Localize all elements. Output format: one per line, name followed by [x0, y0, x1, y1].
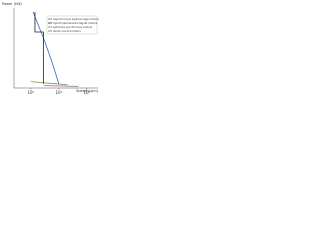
legend-label: asynchronous squirrel-cage motors — [53, 17, 99, 21]
y-axis-label: Power (kW) — [2, 2, 23, 6]
legend-box — [46, 15, 98, 35]
x-axis-label: Speed (rpm) — [76, 89, 99, 93]
series-line — [44, 85, 79, 87]
chart: Power (kW) Speed (rpm) 10³ 10⁴ 10⁵ asynchro… — [2, 2, 99, 95]
series-line — [34, 12, 44, 84]
legend-label: self-drive synchronous motors — [53, 25, 93, 29]
legend-label: hybrid permanent-magnet motors — [53, 21, 98, 25]
x-tick-label: 10⁴ — [56, 90, 63, 95]
series-line — [32, 11, 60, 85]
x-tick-label: 10³ — [28, 90, 35, 95]
legend-label: direct-current motors — [53, 29, 81, 33]
series-line — [30, 81, 68, 86]
x-tick-label: 10⁵ — [84, 90, 91, 95]
